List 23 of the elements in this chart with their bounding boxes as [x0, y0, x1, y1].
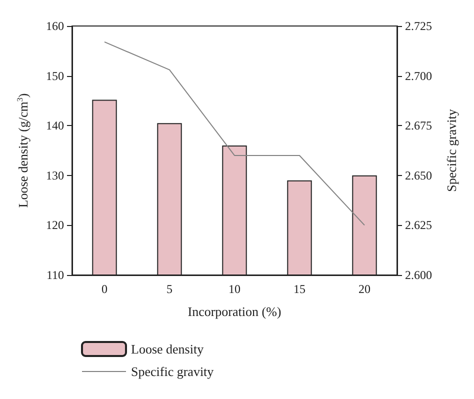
y2-tick-label: 2.700: [405, 68, 432, 83]
legend-label: Loose density: [131, 342, 204, 356]
y-tick-label: 150: [46, 68, 64, 83]
legend-label: Specific gravity: [131, 364, 214, 379]
y-tick-label: 160: [46, 19, 64, 33]
y2-axis-title: Specific gravity: [444, 108, 459, 192]
y-tick-label: 130: [46, 168, 64, 182]
y2-tick-label: 2.725: [405, 19, 432, 33]
x-tick-label: 0: [102, 282, 108, 296]
y-tick-label: 140: [46, 118, 64, 133]
x-tick-label: 5: [166, 282, 172, 296]
y2-tick-label: 2.625: [405, 218, 432, 232]
x-tick-label: 20: [358, 282, 370, 296]
y-tick-label: 120: [46, 218, 64, 232]
y-axis-title: Loose density (g/cm3): [16, 93, 30, 208]
y2-tick-label: 2.600: [405, 268, 432, 282]
line-series: [104, 41, 365, 226]
y2-tick-label: 2.650: [405, 168, 432, 182]
x-tick-label: 15: [294, 282, 306, 296]
y2-tick-label: 2.675: [405, 118, 432, 133]
y-tick-label: 110: [46, 268, 64, 282]
x-axis-title: Incorporation (%): [188, 304, 282, 319]
x-tick-label: 10: [228, 282, 240, 296]
